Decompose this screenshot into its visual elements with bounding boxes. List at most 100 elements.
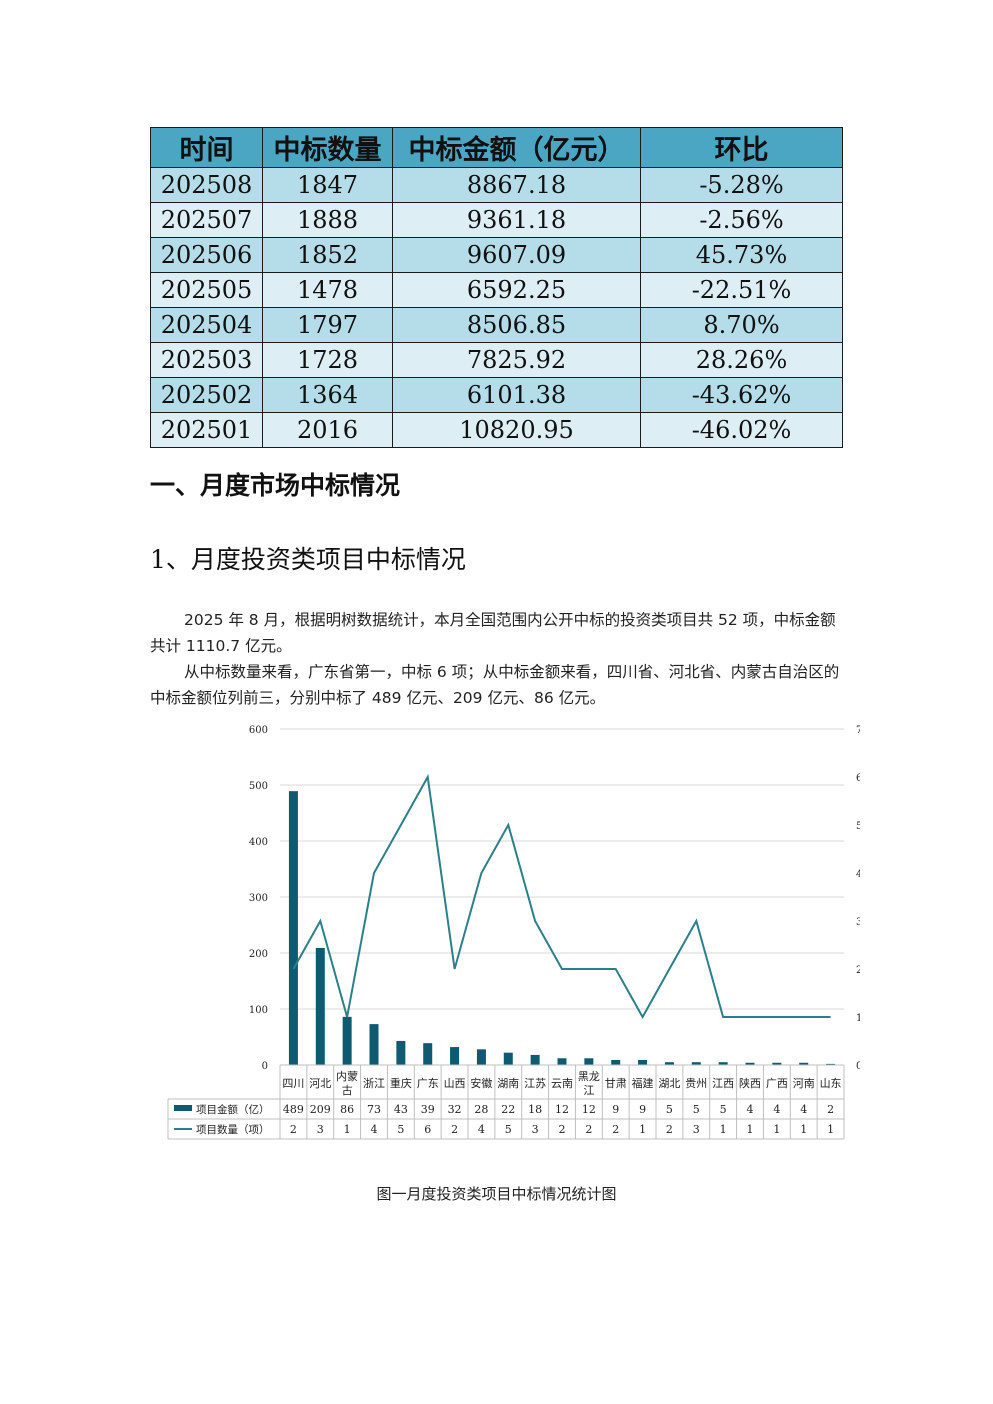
bar bbox=[611, 1059, 621, 1065]
bar bbox=[718, 1062, 728, 1065]
category-label: 河北 bbox=[309, 1077, 331, 1090]
category-label: 陕西 bbox=[739, 1076, 761, 1090]
y-left-tick-label: 200 bbox=[249, 949, 268, 960]
data-label-count: 6 bbox=[424, 1123, 431, 1136]
bar bbox=[826, 1063, 836, 1065]
y-right-tick-label: 4 bbox=[856, 869, 860, 880]
bar bbox=[503, 1052, 513, 1065]
data-label-count: 1 bbox=[747, 1123, 754, 1136]
table-cell: 1847 bbox=[262, 167, 393, 203]
data-label-count: 3 bbox=[532, 1123, 539, 1136]
data-label-amount: 9 bbox=[639, 1103, 646, 1116]
table-cell: 202506 bbox=[150, 237, 263, 273]
data-label-amount: 12 bbox=[555, 1103, 569, 1116]
category-label: 湖南 bbox=[497, 1077, 519, 1090]
bar bbox=[745, 1062, 755, 1065]
table-cell: 6592.25 bbox=[392, 272, 641, 308]
data-label-amount: 9 bbox=[612, 1103, 619, 1116]
table-cell: -5.28% bbox=[640, 167, 843, 203]
y-right-tick-label: 5 bbox=[856, 821, 860, 832]
bar bbox=[315, 947, 325, 1065]
category-label: 内蒙古 bbox=[336, 1069, 358, 1097]
data-label-amount: 73 bbox=[367, 1103, 381, 1116]
table-cell: 202502 bbox=[150, 377, 263, 413]
category-label: 云南 bbox=[551, 1077, 573, 1090]
category-label: 安徽 bbox=[470, 1076, 492, 1090]
table-cell: 1364 bbox=[262, 377, 393, 413]
table-cell: 10820.95 bbox=[392, 412, 641, 448]
category-label: 重庆 bbox=[390, 1076, 412, 1090]
category-label: 贵州 bbox=[685, 1077, 707, 1090]
table-cell: -22.51% bbox=[640, 272, 843, 308]
data-label-count: 5 bbox=[397, 1123, 404, 1136]
data-label-amount: 5 bbox=[720, 1103, 727, 1116]
header-amount: 中标金额（亿元） bbox=[392, 127, 641, 168]
y-left-tick-label: 500 bbox=[249, 781, 268, 792]
data-label-amount: 5 bbox=[693, 1103, 700, 1116]
data-label-amount: 4 bbox=[747, 1103, 754, 1116]
data-label-count: 1 bbox=[720, 1123, 727, 1136]
y-left-tick-label: 100 bbox=[249, 1005, 268, 1016]
y-right-tick-label: 1 bbox=[856, 1013, 860, 1024]
series-line bbox=[292, 773, 831, 1020]
bar bbox=[450, 1047, 460, 1065]
category-label: 江苏 bbox=[524, 1077, 546, 1090]
data-label-count: 1 bbox=[344, 1123, 351, 1136]
legend-line-label: 项目数量（项） bbox=[196, 1123, 270, 1136]
table-cell: 7825.92 bbox=[392, 342, 641, 378]
bar bbox=[664, 1062, 674, 1065]
table-body: 202508 1847 8867.18 -5.28% 202507 1888 9361.18… bbox=[150, 167, 843, 448]
table-cell: -46.02% bbox=[640, 412, 843, 448]
data-label-amount: 12 bbox=[582, 1103, 596, 1116]
table-row: 202503 1728 7825.92 28.26% bbox=[150, 342, 843, 378]
data-label-amount: 43 bbox=[394, 1103, 408, 1116]
y-left-tick-label: 600 bbox=[249, 725, 268, 736]
data-label-amount: 2 bbox=[827, 1103, 834, 1116]
table-cell: 202501 bbox=[150, 412, 263, 448]
data-label-amount: 209 bbox=[310, 1103, 331, 1116]
table-cell: 1852 bbox=[262, 237, 393, 273]
data-label-count: 3 bbox=[317, 1123, 324, 1136]
legend-bar-label: 项目金额（亿） bbox=[196, 1103, 270, 1116]
table-row: 202504 1797 8506.85 8.70% bbox=[150, 307, 843, 343]
y-right-tick-label: 3 bbox=[856, 917, 860, 928]
data-label-count: 1 bbox=[773, 1123, 780, 1136]
y-left-tick-label: 0 bbox=[262, 1061, 268, 1072]
paragraph-1: 2025 年 8 月，根据明树数据统计，本月全国范围内公开中标的投资类项目共 5… bbox=[150, 611, 836, 655]
category-label: 甘肃 bbox=[605, 1077, 627, 1090]
category-label: 黑龙江 bbox=[578, 1070, 600, 1097]
bar bbox=[423, 1043, 433, 1065]
data-label-amount: 5 bbox=[666, 1103, 673, 1116]
data-label-amount: 86 bbox=[340, 1103, 354, 1116]
table-cell: -43.62% bbox=[640, 377, 843, 413]
category-label: 福建 bbox=[632, 1076, 654, 1090]
y-right-tick-label: 6 bbox=[856, 773, 860, 784]
table-cell: 45.73% bbox=[640, 237, 843, 273]
table-row: 202508 1847 8867.18 -5.28% bbox=[150, 167, 843, 203]
table-cell: 9607.09 bbox=[392, 237, 641, 273]
table-cell: 202507 bbox=[150, 202, 263, 238]
data-label-amount: 18 bbox=[528, 1103, 542, 1116]
table-row: 202502 1364 6101.38 -43.62% bbox=[150, 377, 843, 413]
bar bbox=[584, 1058, 594, 1065]
table-cell: 8867.18 bbox=[392, 167, 641, 203]
bar bbox=[557, 1058, 567, 1065]
y-right-tick-label: 7 bbox=[856, 725, 860, 736]
table-row: 202506 1852 9607.09 45.73% bbox=[150, 237, 843, 273]
bar bbox=[799, 1062, 809, 1065]
data-label-amount: 4 bbox=[800, 1103, 807, 1116]
header-mom: 环比 bbox=[640, 127, 843, 168]
data-label-amount: 28 bbox=[474, 1103, 488, 1116]
monthly-summary-table: 时间 中标数量 中标金额（亿元） 环比 202508 1847 8867.18 -5.… bbox=[150, 127, 843, 448]
category-label: 江西 bbox=[712, 1077, 734, 1090]
table-cell: 1888 bbox=[262, 202, 393, 238]
bar bbox=[342, 1016, 352, 1065]
table-cell: 1478 bbox=[262, 272, 393, 308]
data-label-count: 2 bbox=[559, 1123, 566, 1136]
table-cell: 1728 bbox=[262, 342, 393, 378]
data-label-count: 1 bbox=[800, 1123, 807, 1136]
table-row: 202501 2016 10820.95 -46.02% bbox=[150, 412, 843, 448]
y-left-tick-label: 300 bbox=[249, 893, 268, 904]
table-row: 202505 1478 6592.25 -22.51% bbox=[150, 272, 843, 308]
